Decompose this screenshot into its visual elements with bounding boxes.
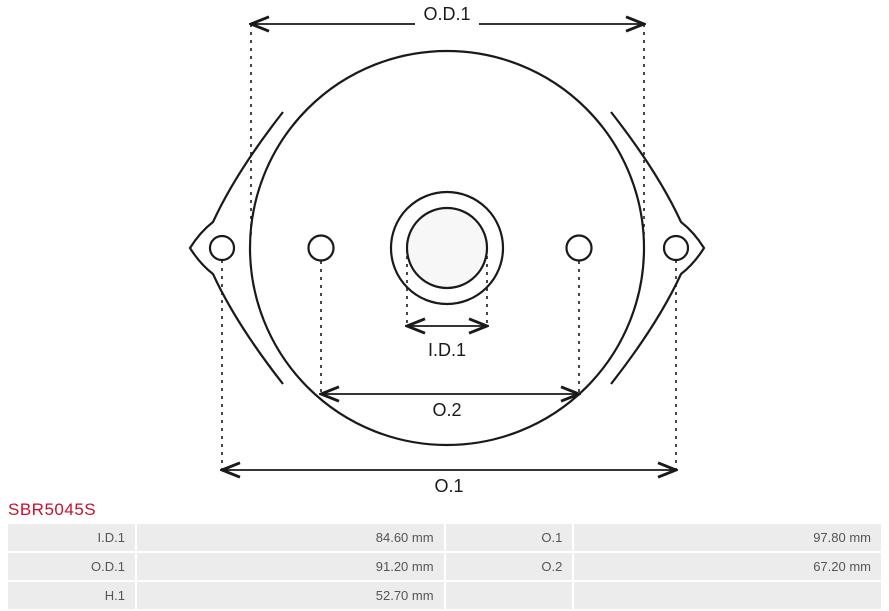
- table-row: H.1 52.70 mm: [8, 582, 881, 609]
- spec-value: 91.20 mm: [137, 553, 444, 580]
- table-row: I.D.1 84.60 mm O.1 97.80 mm: [8, 524, 881, 551]
- spec-value: 84.60 mm: [137, 524, 444, 551]
- dim-label-o2: O.2: [432, 400, 461, 420]
- spec-label: H.1: [8, 582, 135, 609]
- table-row: O.D.1 91.20 mm O.2 67.20 mm: [8, 553, 881, 580]
- spec-empty: [574, 582, 881, 609]
- hole-inner-left: [309, 236, 334, 261]
- spec-value: 67.20 mm: [574, 553, 881, 580]
- hole-ear-right: [664, 236, 688, 260]
- center-bore-inner: [407, 208, 487, 288]
- technical-drawing: O.D.1 O.1 O.2 I.D.1: [0, 0, 889, 500]
- spec-label: O.1: [446, 524, 573, 551]
- spec-label: O.D.1: [8, 553, 135, 580]
- hole-ear-left: [210, 236, 234, 260]
- dim-label-id1: I.D.1: [428, 340, 466, 360]
- spec-value: 97.80 mm: [574, 524, 881, 551]
- drawing-svg: O.D.1 O.1 O.2 I.D.1: [0, 0, 889, 500]
- spec-empty: [446, 582, 573, 609]
- part-number: SBR5045S: [8, 500, 96, 520]
- dim-label-o1: O.1: [434, 476, 463, 496]
- spec-label: I.D.1: [8, 524, 135, 551]
- dim-label-od1: O.D.1: [423, 4, 470, 24]
- spec-label: O.2: [446, 553, 573, 580]
- hole-inner-right: [567, 236, 592, 261]
- spec-value: 52.70 mm: [137, 582, 444, 609]
- spec-table: I.D.1 84.60 mm O.1 97.80 mm O.D.1 91.20 …: [6, 522, 883, 611]
